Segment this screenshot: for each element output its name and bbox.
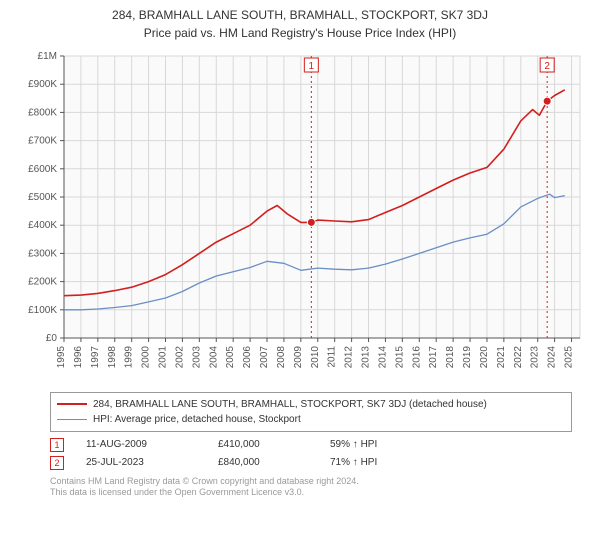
legend-label: HPI: Average price, detached house, Stoc… [93,412,301,427]
svg-text:2019: 2019 [462,345,473,368]
event-date: 25-JUL-2023 [86,454,196,472]
svg-text:2010: 2010 [310,345,321,368]
svg-text:2: 2 [544,61,550,72]
svg-text:2025: 2025 [564,345,575,368]
event-marker: 1 [50,438,64,452]
svg-text:2016: 2016 [411,345,422,368]
event-marker: 2 [50,456,64,470]
svg-text:2023: 2023 [530,345,541,368]
svg-text:£400K: £400K [28,220,57,231]
svg-text:£800K: £800K [28,107,57,118]
svg-text:1995: 1995 [56,345,67,368]
event-date: 11-AUG-2009 [86,436,196,454]
svg-text:2008: 2008 [276,345,287,368]
event-delta: 71% ↑ HPI [330,454,377,472]
chart-area: £0 £100K £200K £300K £400K £500K £600K £700K £80… [10,46,590,386]
svg-text:£0: £0 [46,333,58,344]
event-row: 1 11-AUG-2009 £410,000 59% ↑ HPI [50,436,572,454]
svg-text:2009: 2009 [293,345,304,368]
footnote-line: Contains HM Land Registry data © Crown c… [50,476,572,488]
svg-text:2002: 2002 [174,345,185,368]
svg-text:£500K: £500K [28,192,57,203]
svg-text:2024: 2024 [547,345,558,368]
svg-text:2006: 2006 [242,345,253,368]
svg-text:2012: 2012 [344,345,355,368]
svg-text:£100K: £100K [28,304,57,315]
svg-text:1999: 1999 [124,345,135,368]
legend-swatch [57,403,87,405]
sale-events: 1 11-AUG-2009 £410,000 59% ↑ HPI 2 25-JUL-202… [50,436,572,472]
svg-text:£700K: £700K [28,135,57,146]
svg-text:2015: 2015 [394,345,405,368]
svg-text:2011: 2011 [327,345,338,367]
svg-text:2022: 2022 [513,345,524,368]
legend-swatch [57,419,87,420]
svg-text:2001: 2001 [158,345,169,368]
svg-text:2003: 2003 [191,345,202,368]
svg-text:£600K: £600K [28,163,57,174]
svg-text:2005: 2005 [225,345,236,368]
event-row: 2 25-JUL-2023 £840,000 71% ↑ HPI [50,454,572,472]
svg-text:2021: 2021 [496,345,507,368]
svg-text:2017: 2017 [428,345,439,368]
event-price: £840,000 [218,454,308,472]
svg-text:2018: 2018 [445,345,456,368]
svg-text:2000: 2000 [141,345,152,368]
svg-text:2007: 2007 [259,345,270,368]
svg-text:1: 1 [309,61,315,72]
chart-subtitle: Price paid vs. HM Land Registry's House … [10,26,590,40]
legend-item: HPI: Average price, detached house, Stoc… [57,412,565,427]
legend-label: 284, BRAMHALL LANE SOUTH, BRAMHALL, STOC… [93,397,487,412]
svg-text:£1M: £1M [38,51,57,62]
legend-item: 284, BRAMHALL LANE SOUTH, BRAMHALL, STOC… [57,397,565,412]
svg-text:1998: 1998 [107,345,118,368]
svg-text:£300K: £300K [28,248,57,259]
svg-text:2013: 2013 [361,345,372,368]
footnote: Contains HM Land Registry data © Crown c… [50,476,572,499]
svg-text:£200K: £200K [28,276,57,287]
legend: 284, BRAMHALL LANE SOUTH, BRAMHALL, STOC… [50,392,572,432]
line-chart: £0 £100K £200K £300K £400K £500K £600K £700K £80… [10,46,590,386]
svg-text:1997: 1997 [90,345,101,368]
chart-title: 284, BRAMHALL LANE SOUTH, BRAMHALL, STOC… [10,8,590,24]
event-delta: 59% ↑ HPI [330,436,377,454]
footnote-line: This data is licensed under the Open Gov… [50,487,572,499]
event-price: £410,000 [218,436,308,454]
svg-text:2014: 2014 [377,345,388,368]
svg-text:1996: 1996 [73,345,84,368]
svg-text:2004: 2004 [208,345,219,368]
svg-text:2020: 2020 [479,345,490,368]
svg-text:£900K: £900K [28,79,57,90]
